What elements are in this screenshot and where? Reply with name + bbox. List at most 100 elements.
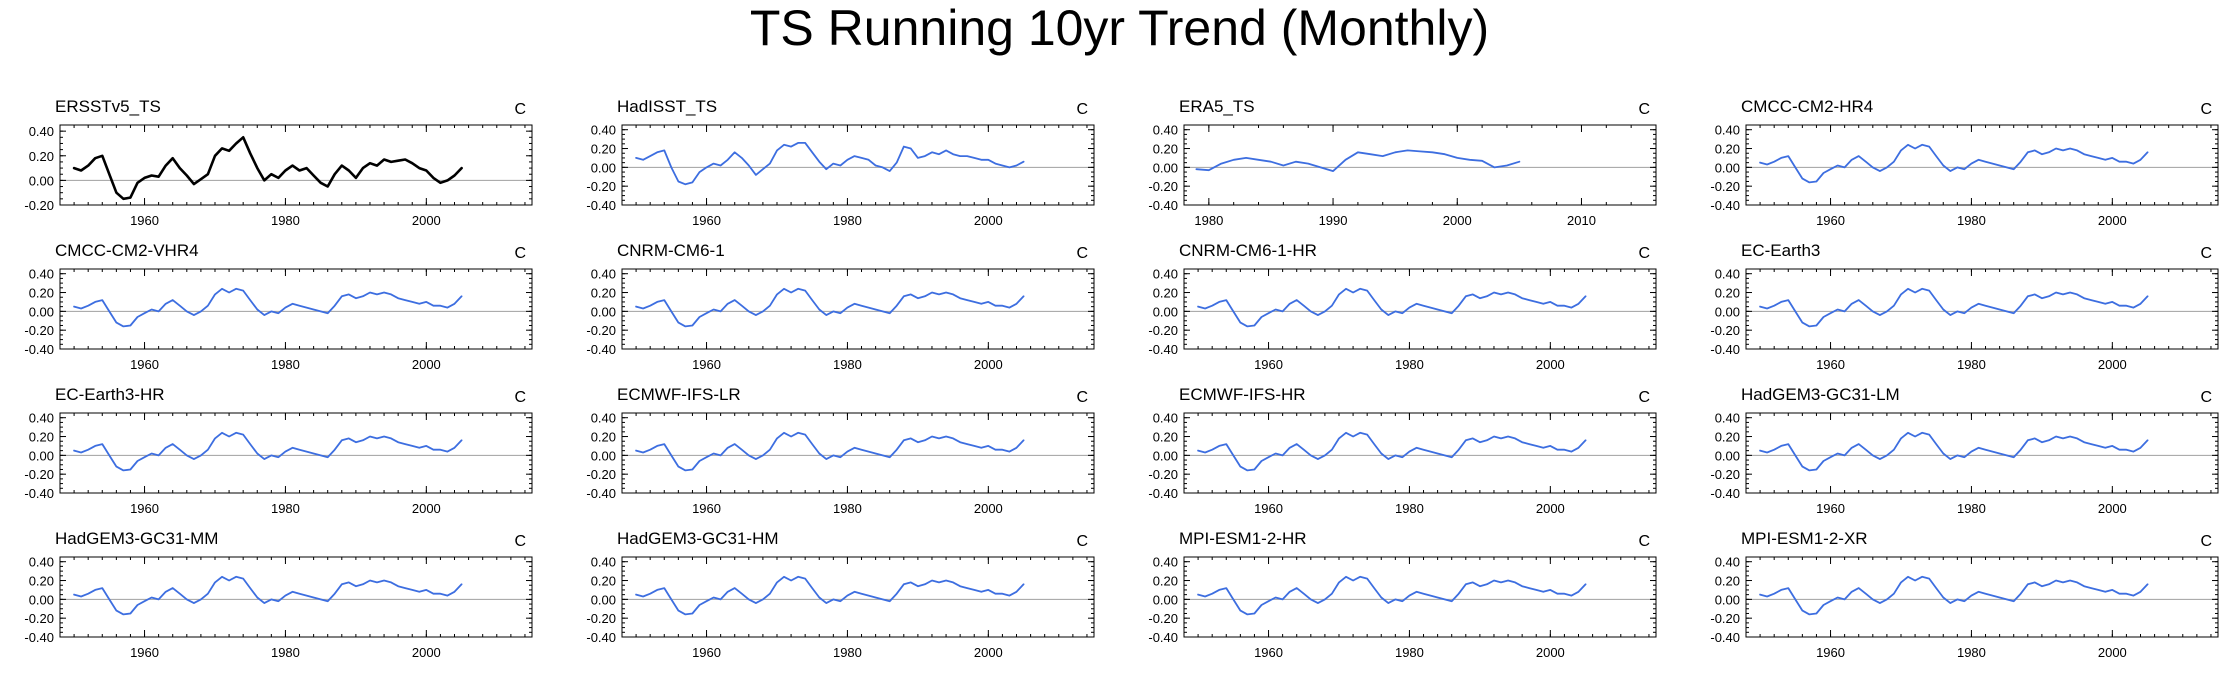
panel-ec-earth3: EC-Earth3 C -0.40 -0.20 0.00 0.20 0.40 1960 1980… [1710, 241, 2219, 372]
y-tick-label: -0.40 [1710, 630, 1740, 645]
y-tick-label: 0.20 [29, 430, 54, 445]
plot-frame [1183, 556, 1657, 638]
y-tick-label: 0.40 [1153, 555, 1178, 570]
y-tick-label: 0.00 [1153, 160, 1178, 175]
x-tick-label: 1980 [1194, 213, 1223, 228]
x-tick-label: 1960 [692, 213, 721, 228]
x-tick-label: 2000 [2098, 645, 2127, 660]
panel-title: EC-Earth3-HR [55, 385, 165, 404]
y-tick-label: 0.40 [1715, 411, 1740, 426]
plot-frame [59, 124, 533, 206]
series-line [1197, 431, 1587, 472]
y-tick-label: 0.20 [1715, 142, 1740, 157]
y-tick-label: -0.40 [586, 198, 616, 213]
y-tick-label: 0.00 [1715, 160, 1740, 175]
x-tick-label: 1960 [692, 645, 721, 660]
y-tick-label: 0.20 [591, 574, 616, 589]
y-tick-label: 0.00 [1715, 448, 1740, 463]
plot-frame [59, 556, 533, 638]
y-tick-label: 0.00 [591, 160, 616, 175]
panel-title: CNRM-CM6-1 [617, 241, 725, 260]
y-tick-label: -0.20 [1148, 467, 1178, 482]
panel-hadisst-ts: HadISST_TS C -0.40 -0.20 0.00 0.20 0.40 1960 198… [586, 97, 1095, 228]
x-tick-label: 1980 [1395, 501, 1424, 516]
y-tick-label: 0.40 [1153, 411, 1178, 426]
x-tick-label: 1980 [833, 501, 862, 516]
series-line [1197, 575, 1587, 616]
x-tick-label: 1960 [130, 357, 159, 372]
x-tick-label: 1960 [1254, 645, 1283, 660]
panel-title: HadISST_TS [617, 97, 717, 116]
y-tick-label: 0.00 [29, 173, 54, 188]
y-tick-label: 0.40 [1715, 123, 1740, 138]
y-tick-label: 0.40 [591, 555, 616, 570]
x-tick-label: 1980 [1957, 213, 1986, 228]
series-line [635, 575, 1025, 616]
series-line [1197, 287, 1587, 328]
x-tick-label: 1960 [1816, 357, 1845, 372]
units-label: C [1638, 533, 1650, 550]
series-line [1759, 431, 2149, 472]
x-tick-label: 1980 [1395, 645, 1424, 660]
panel-title: HadGEM3-GC31-LM [1741, 385, 1900, 404]
panel-cnrm-cm6-1: CNRM-CM6-1 C -0.40 -0.20 0.00 0.20 0.40 1960 198… [586, 241, 1095, 372]
plot-frame [59, 268, 533, 350]
panel-hadgem3-gc31-mm: HadGEM3-GC31-MM C -0.40 -0.20 0.00 0.20 0.40 19… [24, 529, 533, 660]
y-tick-label: -0.20 [586, 467, 616, 482]
y-tick-label: -0.40 [24, 630, 54, 645]
x-tick-label: 2000 [974, 645, 1003, 660]
y-tick-label: 0.00 [1153, 592, 1178, 607]
x-tick-label: 1980 [1957, 645, 1986, 660]
y-tick-label: -0.40 [586, 486, 616, 501]
x-tick-label: 2000 [412, 213, 441, 228]
y-tick-label: -0.40 [24, 342, 54, 357]
y-tick-label: 0.40 [1715, 267, 1740, 282]
units-label: C [2200, 245, 2212, 262]
x-tick-label: 1980 [1957, 501, 1986, 516]
plot-frame [621, 268, 1095, 350]
panel-title: MPI-ESM1-2-HR [1179, 529, 1307, 548]
y-tick-label: 0.00 [591, 592, 616, 607]
x-tick-label: 2000 [412, 501, 441, 516]
y-tick-label: -0.20 [1148, 611, 1178, 626]
x-tick-label: 2000 [2098, 357, 2127, 372]
plot-frame [621, 412, 1095, 494]
y-tick-label: 0.40 [29, 555, 54, 570]
units-label: C [2200, 389, 2212, 406]
series-line [1759, 143, 2149, 184]
y-tick-label: 0.00 [591, 304, 616, 319]
units-label: C [514, 389, 526, 406]
y-tick-label: 0.20 [1715, 574, 1740, 589]
y-tick-label: 0.40 [29, 124, 54, 139]
y-tick-label: -0.20 [24, 611, 54, 626]
panel-cnrm-cm6-1-hr: CNRM-CM6-1-HR C -0.40 -0.20 0.00 0.20 0.40 1960… [1148, 241, 1657, 372]
units-label: C [514, 101, 526, 118]
panel-title: HadGEM3-GC31-MM [55, 529, 218, 548]
y-tick-label: 0.00 [591, 448, 616, 463]
y-tick-label: -0.20 [1148, 179, 1178, 194]
units-label: C [1076, 533, 1088, 550]
y-tick-label: 0.00 [29, 448, 54, 463]
x-tick-label: 2000 [1536, 501, 1565, 516]
series-line [72, 136, 463, 201]
y-tick-label: 0.00 [1153, 448, 1178, 463]
plot-frame [1183, 412, 1657, 494]
panel-hadgem3-gc31-lm: HadGEM3-GC31-LM C -0.40 -0.20 0.00 0.20 0.40 19… [1710, 385, 2219, 516]
plot-frame [621, 124, 1095, 206]
panel-title: EC-Earth3 [1741, 241, 1820, 260]
y-tick-label: 0.00 [1153, 304, 1178, 319]
x-tick-label: 2000 [412, 645, 441, 660]
series-line [73, 287, 463, 328]
y-tick-label: -0.20 [1710, 611, 1740, 626]
y-tick-label: 0.20 [591, 142, 616, 157]
x-tick-label: 2010 [1567, 213, 1596, 228]
panel-ecmwf-ifs-lr: ECMWF-IFS-LR C -0.40 -0.20 0.00 0.20 0.40 1960 1… [586, 385, 1095, 516]
y-tick-label: -0.40 [24, 486, 54, 501]
y-tick-label: -0.20 [24, 467, 54, 482]
x-tick-label: 1990 [1319, 213, 1348, 228]
y-tick-label: 0.40 [591, 267, 616, 282]
y-tick-label: 0.40 [1715, 555, 1740, 570]
x-tick-label: 1980 [271, 645, 300, 660]
panel-ec-earth3-hr: EC-Earth3-HR C -0.40 -0.20 0.00 0.20 0.40 1960 1… [24, 385, 533, 516]
